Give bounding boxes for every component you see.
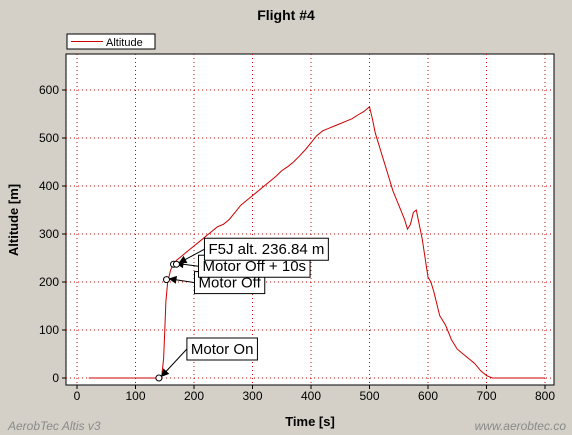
series-line-altitude: [88, 105, 545, 379]
x-tick-label: 500: [359, 389, 379, 403]
x-axis-ticks: 0 100 200 300 400 500 600 700 800: [74, 385, 555, 403]
y-axis-ticks: 0 100 200 300 400 500 600: [39, 83, 66, 385]
series-layer: [88, 105, 545, 379]
y-tick-label: 300: [39, 227, 59, 241]
x-tick-label: 400: [301, 389, 321, 403]
grid-lines: [66, 54, 554, 385]
x-tick-label: 700: [476, 389, 496, 403]
y-axis-label: Altitude [m]: [6, 184, 21, 256]
y-tick-label: 600: [39, 83, 59, 97]
legend: Altitude: [66, 33, 156, 50]
footer-right: www.aerobtec.co: [475, 419, 567, 433]
legend-box: [66, 33, 156, 50]
annotation-label: Motor Off + 10s: [203, 258, 307, 275]
x-tick-label: 600: [418, 389, 438, 403]
y-tick-label: 0: [52, 371, 59, 385]
annotation-arrowhead: [178, 255, 188, 264]
chart-title: Flight #4: [257, 7, 315, 23]
annotation-arrowhead: [168, 275, 177, 284]
y-tick-label: 100: [39, 323, 59, 337]
footer-left: AerobTec Altis v3: [7, 419, 101, 433]
annotation-label: F5J alt. 236.84 m: [208, 241, 324, 258]
legend-label: Altitude: [106, 37, 143, 49]
x-tick-label: 200: [184, 389, 204, 403]
annotation-marker: [172, 260, 180, 268]
y-tick-label: 400: [39, 179, 59, 193]
annotation-callout: Motor On: [155, 337, 258, 382]
y-tick-label: 500: [39, 131, 59, 145]
annotation-arrowhead: [160, 368, 170, 377]
x-axis-label: Time [s]: [285, 414, 335, 429]
x-tick-label: 0: [74, 389, 81, 403]
x-tick-label: 800: [535, 389, 555, 403]
annotation-callout: F5J alt. 236.84 m: [172, 237, 329, 268]
annotation-label: Motor On: [191, 341, 254, 358]
plot-area: [65, 53, 555, 386]
annotation-label: Motor Off: [199, 275, 262, 292]
annotation-marker: [155, 374, 163, 382]
x-tick-label: 300: [242, 389, 262, 403]
x-tick-label: 100: [125, 389, 145, 403]
y-tick-label: 200: [39, 275, 59, 289]
annotation-marker: [163, 276, 171, 284]
